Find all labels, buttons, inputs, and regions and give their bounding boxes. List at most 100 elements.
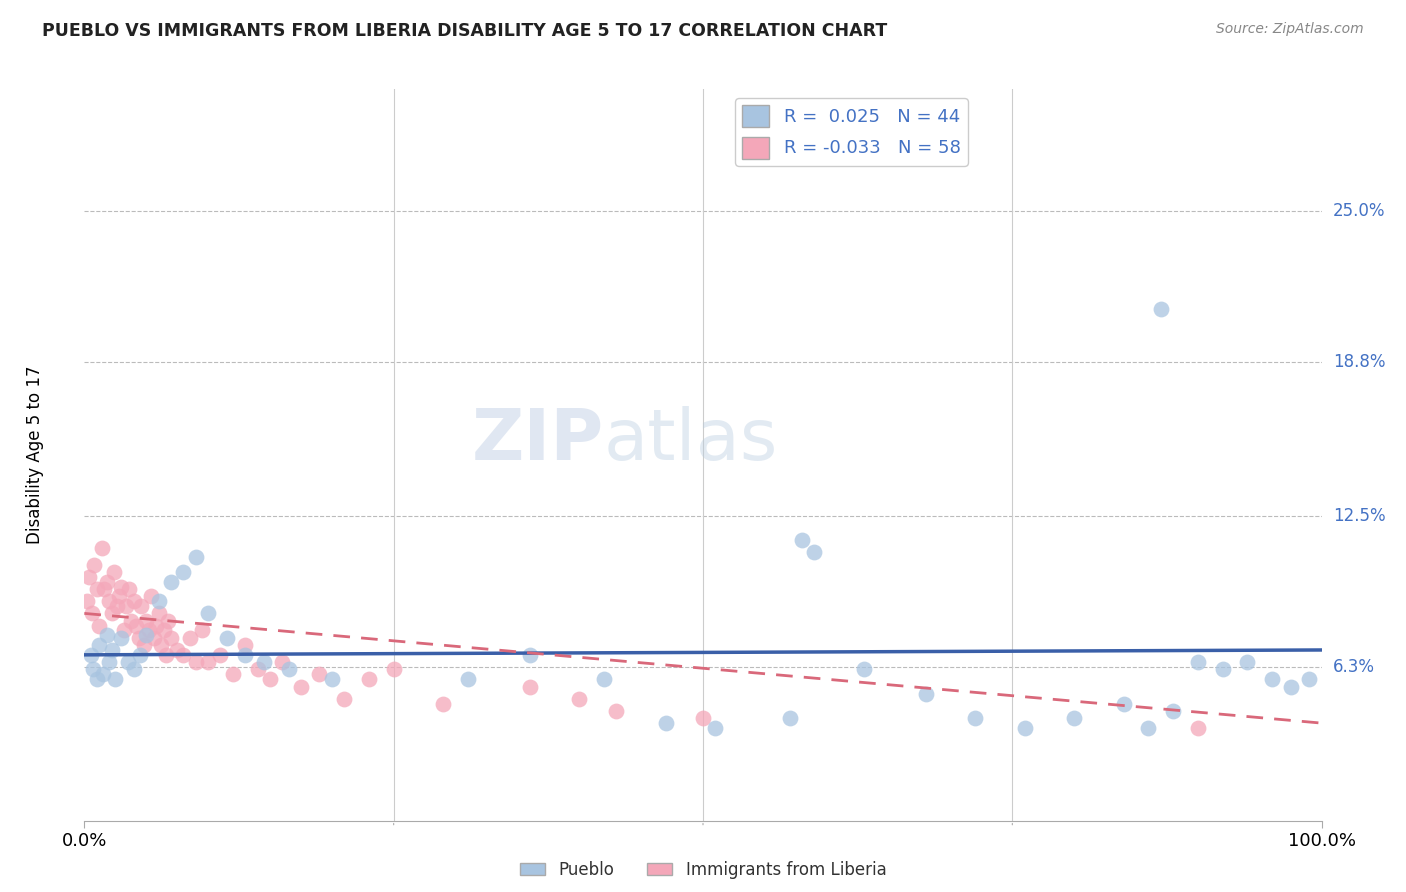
Point bbox=[290, 680, 312, 694]
Point bbox=[655, 716, 678, 731]
Point bbox=[86, 582, 108, 596]
Point bbox=[432, 697, 454, 711]
Point bbox=[155, 648, 177, 662]
Point bbox=[160, 631, 183, 645]
Point bbox=[593, 672, 616, 686]
Text: 18.8%: 18.8% bbox=[1333, 353, 1385, 371]
Point bbox=[209, 648, 232, 662]
Point bbox=[129, 648, 152, 662]
Point bbox=[790, 533, 813, 548]
Point bbox=[246, 663, 269, 677]
Point bbox=[1014, 721, 1036, 735]
Point bbox=[93, 582, 115, 596]
Point bbox=[457, 672, 479, 686]
Point bbox=[1187, 655, 1209, 669]
Point bbox=[172, 565, 194, 579]
Point bbox=[152, 624, 174, 638]
Point bbox=[191, 624, 214, 638]
Point bbox=[1212, 663, 1234, 677]
Text: 6.3%: 6.3% bbox=[1333, 658, 1375, 676]
Point bbox=[1236, 655, 1258, 669]
Point bbox=[321, 672, 343, 686]
Point bbox=[215, 631, 238, 645]
Text: ZIP: ZIP bbox=[472, 406, 605, 475]
Point bbox=[779, 711, 801, 725]
Point bbox=[83, 558, 105, 572]
Point bbox=[160, 574, 183, 589]
Point bbox=[86, 672, 108, 686]
Point bbox=[184, 655, 207, 669]
Point bbox=[115, 599, 138, 613]
Point bbox=[1187, 721, 1209, 735]
Point bbox=[157, 614, 180, 628]
Point bbox=[965, 711, 987, 725]
Point bbox=[1279, 680, 1302, 694]
Point bbox=[1063, 711, 1085, 725]
Point bbox=[96, 574, 118, 589]
Point bbox=[138, 624, 160, 638]
Point bbox=[135, 614, 157, 628]
Text: Source: ZipAtlas.com: Source: ZipAtlas.com bbox=[1216, 22, 1364, 37]
Point bbox=[108, 590, 131, 604]
Point bbox=[357, 672, 380, 686]
Point bbox=[179, 631, 201, 645]
Text: 12.5%: 12.5% bbox=[1333, 507, 1385, 524]
Point bbox=[112, 624, 135, 638]
Point bbox=[118, 582, 141, 596]
Point bbox=[1112, 697, 1135, 711]
Point bbox=[135, 628, 157, 642]
Point bbox=[1150, 301, 1173, 316]
Point bbox=[104, 672, 127, 686]
Text: Disability Age 5 to 17: Disability Age 5 to 17 bbox=[25, 366, 44, 544]
Point bbox=[132, 638, 155, 652]
Point bbox=[259, 672, 281, 686]
Point bbox=[308, 667, 330, 681]
Point bbox=[233, 648, 256, 662]
Point bbox=[89, 618, 111, 632]
Text: PUEBLO VS IMMIGRANTS FROM LIBERIA DISABILITY AGE 5 TO 17 CORRELATION CHART: PUEBLO VS IMMIGRANTS FROM LIBERIA DISABI… bbox=[42, 22, 887, 40]
Point bbox=[142, 631, 165, 645]
Point bbox=[125, 618, 148, 632]
Point bbox=[122, 594, 145, 608]
Point bbox=[197, 655, 219, 669]
Point bbox=[91, 667, 114, 681]
Point bbox=[117, 655, 139, 669]
Point bbox=[89, 638, 111, 652]
Point bbox=[148, 607, 170, 621]
Point bbox=[100, 607, 122, 621]
Point bbox=[98, 594, 121, 608]
Point bbox=[105, 599, 128, 613]
Point bbox=[120, 614, 142, 628]
Point bbox=[222, 667, 245, 681]
Point bbox=[145, 618, 167, 632]
Point bbox=[277, 663, 299, 677]
Point bbox=[568, 691, 591, 706]
Text: atlas: atlas bbox=[605, 406, 779, 475]
Point bbox=[76, 594, 98, 608]
Point bbox=[1161, 704, 1184, 718]
Point bbox=[704, 721, 727, 735]
Point bbox=[150, 638, 173, 652]
Point bbox=[166, 643, 188, 657]
Point bbox=[605, 704, 627, 718]
Point bbox=[852, 663, 875, 677]
Point bbox=[100, 643, 122, 657]
Point bbox=[253, 655, 276, 669]
Point bbox=[519, 648, 541, 662]
Point bbox=[79, 648, 101, 662]
Point bbox=[110, 631, 132, 645]
Point bbox=[98, 655, 121, 669]
Point bbox=[128, 631, 150, 645]
Point bbox=[333, 691, 356, 706]
Point bbox=[141, 590, 163, 604]
Point bbox=[519, 680, 541, 694]
Text: 25.0%: 25.0% bbox=[1333, 202, 1385, 220]
Legend: Pueblo, Immigrants from Liberia: Pueblo, Immigrants from Liberia bbox=[513, 855, 893, 886]
Point bbox=[271, 655, 294, 669]
Point bbox=[233, 638, 256, 652]
Point bbox=[184, 550, 207, 565]
Point bbox=[382, 663, 405, 677]
Point bbox=[79, 570, 101, 584]
Point bbox=[1261, 672, 1284, 686]
Point bbox=[803, 545, 825, 559]
